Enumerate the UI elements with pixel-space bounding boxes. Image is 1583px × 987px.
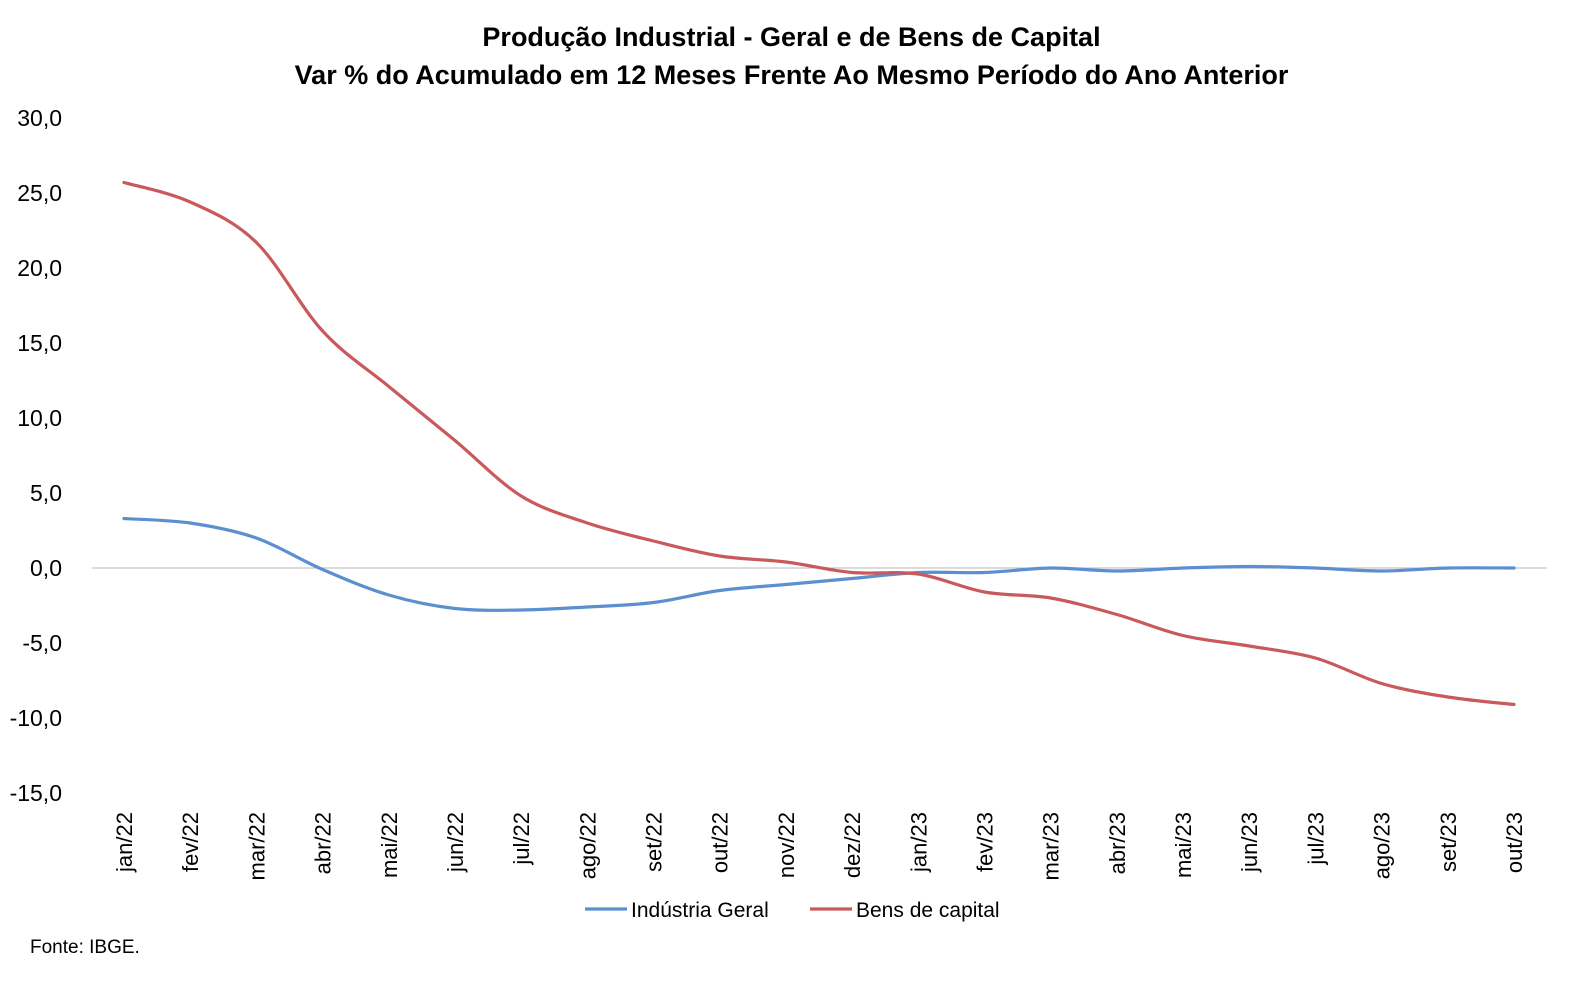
x-tick-label: mai/22 (377, 812, 402, 878)
series-line-bens-de-capital (122, 180, 1516, 707)
x-tick-label: fev/22 (178, 812, 203, 872)
y-axis: 30,0 25,0 20,0 15,0 10,0 5,0 0,0 -5,0 -10,0 -15,0 (10, 105, 1547, 806)
x-tick-label: mar/23 (1039, 812, 1064, 880)
x-tick-label: ago/23 (1370, 812, 1395, 879)
x-tick-label: out/23 (1502, 812, 1527, 873)
series-layer (122, 180, 1516, 707)
chart-title-block: Produção Industrial - Geral e de Bens de… (0, 18, 1583, 94)
x-tick-label: mar/22 (244, 812, 269, 880)
x-tick-label: jan/23 (906, 812, 931, 873)
x-tick-label: out/22 (708, 812, 733, 873)
x-tick-label: abr/23 (1105, 812, 1130, 874)
legend: Indústria Geral Bens de capital (585, 899, 1000, 922)
x-tick-label: abr/22 (311, 812, 336, 874)
source-note: Fonte: IBGE. (30, 937, 140, 958)
x-tick-label: jun/23 (1237, 812, 1262, 873)
x-tick-label: set/22 (642, 812, 667, 872)
x-tick-label: set/23 (1436, 812, 1461, 872)
y-tick-label: 0,0 (30, 555, 62, 581)
chart-title: Produção Industrial - Geral e de Bens de… (482, 22, 1101, 52)
x-tick-label: dez/22 (840, 812, 865, 878)
chart-subtitle: Var % do Acumulado em 12 Meses Frente Ao… (294, 60, 1289, 90)
x-axis: jan/22 fev/22 mar/22 abr/22 mai/22 jun/22 jul/… (112, 812, 1527, 880)
y-tick-label: 5,0 (30, 480, 62, 506)
legend-label: Indústria Geral (631, 899, 769, 922)
x-tick-label: jan/22 (112, 812, 137, 873)
x-tick-label: nov/22 (774, 812, 799, 878)
legend-label: Bens de capital (856, 899, 1000, 922)
x-tick-label: jul/23 (1303, 812, 1328, 866)
y-tick-label: 25,0 (17, 180, 62, 206)
series-line-industria-geral (122, 516, 1516, 612)
y-tick-label: 20,0 (17, 255, 62, 281)
y-tick-label: 10,0 (17, 405, 62, 431)
y-tick-label: 30,0 (17, 105, 62, 131)
x-tick-label: jun/22 (443, 812, 468, 873)
y-tick-label: -5,0 (22, 630, 62, 656)
x-tick-label: jul/22 (509, 812, 534, 866)
y-tick-label: -10,0 (10, 705, 62, 731)
x-tick-label: mai/23 (1171, 812, 1196, 878)
x-tick-label: ago/22 (575, 812, 600, 879)
x-tick-label: fev/23 (972, 812, 997, 872)
y-tick-label: 15,0 (17, 330, 62, 356)
y-tick-label: -15,0 (10, 780, 62, 806)
